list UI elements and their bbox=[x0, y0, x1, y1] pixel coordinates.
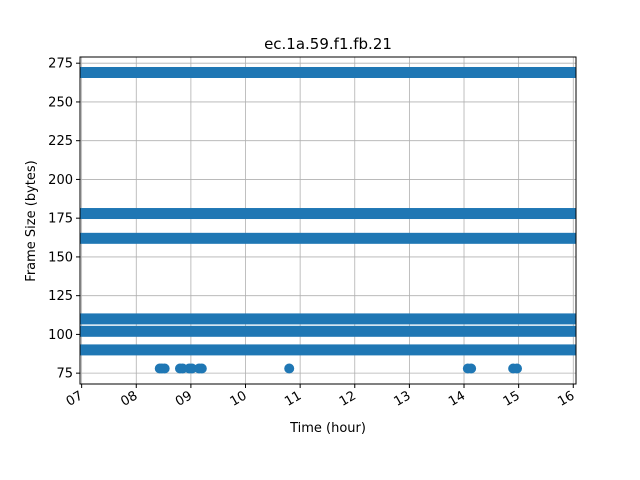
x-tick-label: 15 bbox=[501, 388, 523, 409]
plot-area bbox=[79, 56, 577, 385]
y-tick-label: 75 bbox=[56, 367, 73, 382]
data-point bbox=[159, 363, 170, 374]
y-tick-label: 175 bbox=[48, 212, 73, 227]
data-point bbox=[186, 363, 197, 374]
data-band bbox=[79, 208, 576, 220]
x-axis-label: Time (hour) bbox=[289, 421, 366, 436]
data-band bbox=[79, 66, 576, 78]
y-tick-label: 100 bbox=[48, 328, 73, 343]
x-tick-label: 12 bbox=[337, 388, 359, 409]
plot-frame bbox=[79, 56, 577, 385]
chart-title: ec.1a.59.f1.fb.21 bbox=[264, 35, 392, 53]
data-band bbox=[79, 232, 576, 244]
data-point bbox=[466, 363, 477, 374]
y-axis-label: Frame Size (bytes) bbox=[24, 160, 39, 281]
y-tick-label: 150 bbox=[48, 250, 73, 265]
x-tick-label: 09 bbox=[173, 388, 195, 409]
data-band bbox=[79, 313, 576, 325]
x-tick-label: 07 bbox=[64, 388, 86, 409]
x-tick-label: 14 bbox=[446, 388, 468, 409]
axis-ticks: 07 08 09 10 11 12 13 14 15 16 75 100 125 150 175 200 225… bbox=[48, 57, 577, 410]
x-tick-label: 10 bbox=[228, 388, 250, 409]
data-point bbox=[512, 363, 523, 374]
data-point bbox=[284, 363, 295, 374]
x-tick-label: 13 bbox=[392, 388, 414, 409]
x-tick-label: 11 bbox=[282, 388, 304, 409]
data-band bbox=[79, 344, 576, 356]
x-tick-label: 08 bbox=[118, 388, 140, 409]
data-point bbox=[196, 363, 207, 374]
y-tick-label: 125 bbox=[48, 289, 73, 304]
x-tick-label: 16 bbox=[555, 388, 577, 409]
y-tick-label: 225 bbox=[48, 134, 73, 149]
y-tick-label: 250 bbox=[48, 95, 73, 110]
data-band bbox=[79, 325, 576, 337]
y-tick-label: 200 bbox=[48, 173, 73, 188]
y-tick-label: 275 bbox=[48, 57, 73, 72]
